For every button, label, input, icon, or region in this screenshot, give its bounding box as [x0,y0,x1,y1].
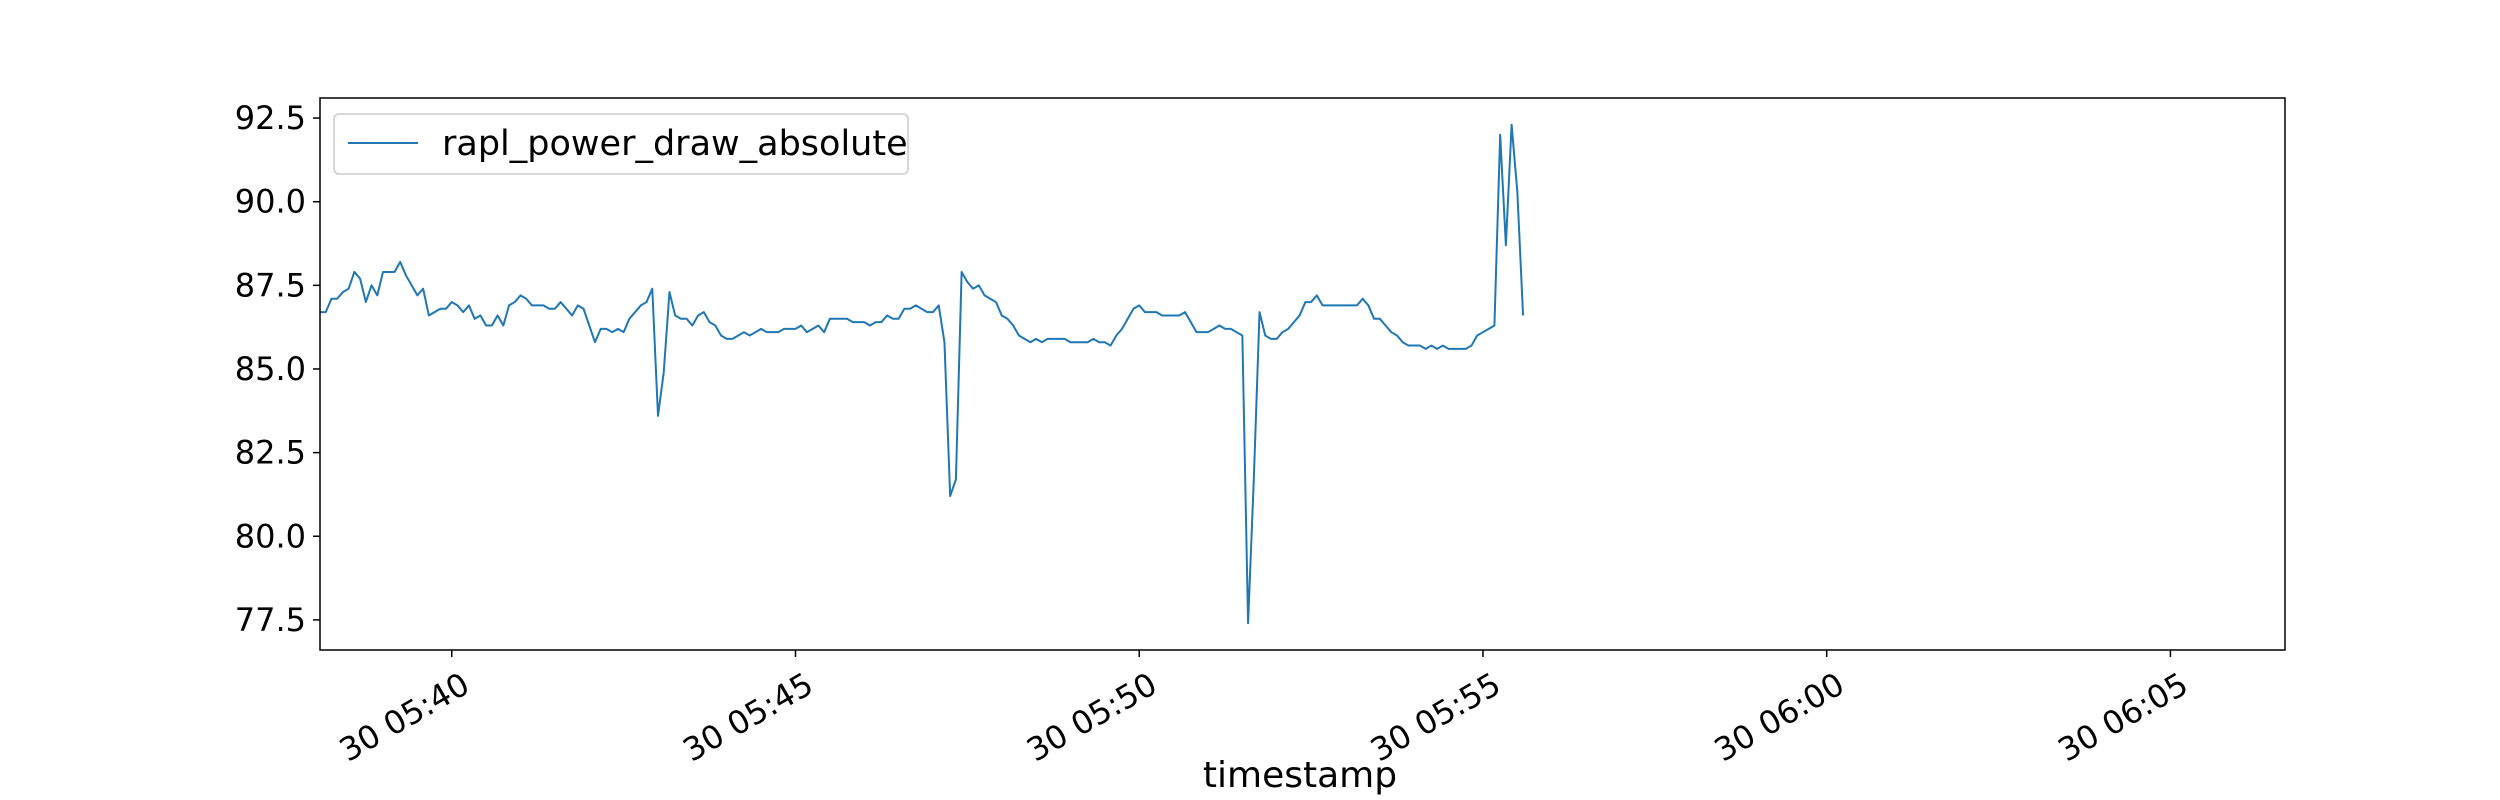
y-tick-label: 87.5 [235,266,306,304]
x-tick-label: 30 05:50 [1020,665,1163,769]
x-axis-label: timestamp [1203,755,1397,796]
x-tick-label: 30 06:05 [2051,665,2194,769]
y-tick-label: 80.0 [235,517,306,555]
x-tick-label: 30 05:45 [677,665,820,769]
x-tick-label: 30 05:55 [1364,665,1507,769]
legend: rapl_power_draw_absolute [333,113,909,175]
series-line [320,123,1525,625]
y-tick-label: 82.5 [235,434,306,472]
y-tick-label: 77.5 [235,601,306,639]
y-tick-label: 92.5 [235,99,306,137]
y-tick-label: 85.0 [235,350,306,388]
y-tick-label: 90.0 [235,183,306,221]
legend-box [333,113,909,175]
legend-entry: rapl_power_draw_absolute [442,124,908,164]
plot-frame [319,97,2286,651]
x-tick-label: 30 06:00 [1708,665,1851,769]
x-axis: 30 05:40 30 05:45 30 05:50 30 05:55 30 06:00… [333,650,2194,769]
plot-layer [320,123,1525,625]
x-tick-label: 30 05:40 [333,665,476,769]
y-axis: 77.5 80.0 82.5 85.0 87.5 90.0 92.5 [235,99,320,639]
